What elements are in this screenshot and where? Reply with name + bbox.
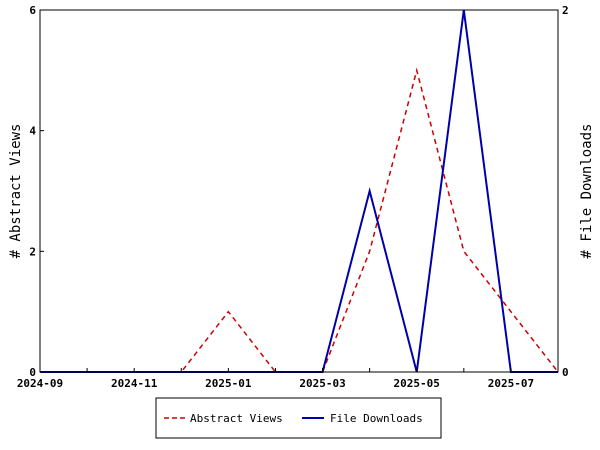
y-tick-label: 2 <box>29 245 36 258</box>
x-tick-label: 2024-11 <box>111 377 158 390</box>
axes: 2024-09 2024-11 2025-01 2025-03 2025-05 2025-… <box>17 4 569 390</box>
x-tick-label: 2024-09 <box>17 377 63 390</box>
y-tick-label: 0 <box>29 366 36 379</box>
legend-label-2: File Downloads <box>330 412 423 425</box>
y2-tick-label: 0 <box>562 366 569 379</box>
y2-axis-title: # File Downloads <box>579 124 595 259</box>
x-tick-label: 2025-07 <box>488 377 534 390</box>
plot-area <box>40 9 559 373</box>
legend-box <box>155 397 442 439</box>
y-tick-label: 4 <box>29 125 36 138</box>
y2-tick-label: 2 <box>562 4 569 17</box>
y-tick-label: 6 <box>29 4 36 17</box>
x-tick-label: 2025-01 <box>205 377 252 390</box>
series-line-1 <box>40 67 559 373</box>
x-tick-label: 2025-05 <box>394 377 440 390</box>
legend: Abstract Views File Downloads <box>155 397 442 439</box>
y-axis-title: # Abstract Views <box>8 124 24 259</box>
series-line-2 <box>40 9 558 373</box>
plot-frame <box>39 9 559 373</box>
x-tick-label: 2025-03 <box>299 377 345 390</box>
legend-label-1: Abstract Views <box>190 412 283 425</box>
